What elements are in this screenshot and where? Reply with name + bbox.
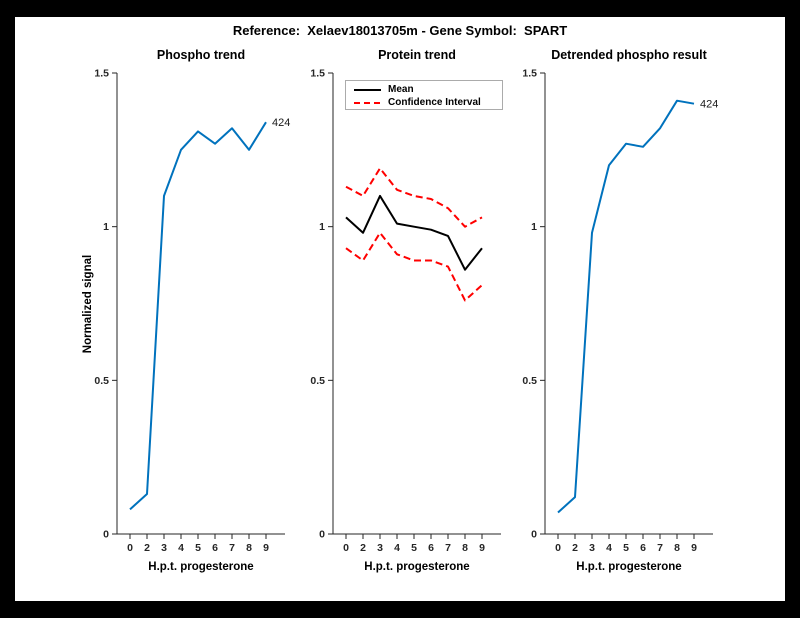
x-tick-label: 3 xyxy=(161,542,167,554)
x-tick-label: 3 xyxy=(377,542,383,554)
x-tick-label: 5 xyxy=(411,542,417,554)
y-tick-label: 1 xyxy=(103,221,109,233)
x-axis-label-phospho: H.p.t. progesterone xyxy=(148,561,254,573)
y-tick-label: 0 xyxy=(531,529,537,541)
subplot-protein-title: Protein trend xyxy=(378,48,456,62)
y-tick-label: 0 xyxy=(319,529,325,541)
x-tick-label: 2 xyxy=(144,542,150,554)
x-tick-label: 5 xyxy=(195,542,201,554)
x-tick-label: 7 xyxy=(229,542,235,554)
legend-ci-line-sample xyxy=(354,101,381,104)
x-tick-label: 6 xyxy=(428,542,434,554)
protein-trend-plot: 00.511.50 2 3 4 5 6 7 8 9 xyxy=(310,68,501,554)
series-end-label: 424 xyxy=(700,99,718,111)
x-tick-label: 4 xyxy=(394,542,400,554)
x-tick-label: 0 xyxy=(127,542,133,554)
legend-mean-label: Mean xyxy=(388,84,414,95)
legend-entry-confidence-interval: Confidence Interval xyxy=(354,96,481,109)
phospho-signal-line xyxy=(129,121,267,511)
x-tick-label: 2 xyxy=(360,542,366,554)
x-axis-label-detrended: H.p.t. progesterone xyxy=(576,561,682,573)
y-tick-label: 0.5 xyxy=(94,375,109,387)
x-tick-label: 7 xyxy=(445,542,451,554)
Mean-line xyxy=(345,194,483,271)
x-tick-label: 4 xyxy=(606,542,612,554)
y-tick-label: 1 xyxy=(531,221,537,233)
legend-entry-mean: Mean xyxy=(354,83,414,96)
x-tick-label: 5 xyxy=(623,542,629,554)
figure-canvas: Reference: Xelaev18013705m - Gene Symbol… xyxy=(15,17,785,601)
subplot-phospho-title: Phospho trend xyxy=(156,48,246,62)
x-tick-label: 0 xyxy=(343,542,349,554)
subplot-detrended-title: Detrended phospho result xyxy=(551,48,707,62)
y-tick-label: 1.5 xyxy=(522,68,537,80)
x-tick-label: 9 xyxy=(691,542,697,554)
series-end-label: 424 xyxy=(272,117,290,129)
x-tick-label: 2 xyxy=(572,542,578,554)
y-tick-label: 0 xyxy=(103,529,109,541)
y-tick-label: 1 xyxy=(319,221,325,233)
y-tick-label: 0.5 xyxy=(522,375,537,387)
y-tick-label: 1.5 xyxy=(310,68,325,80)
x-axis-label-protein: H.p.t. progesterone xyxy=(364,561,470,573)
x-tick-label: 6 xyxy=(640,542,646,554)
x-tick-label: 0 xyxy=(555,542,561,554)
Confidence Interval upper-line xyxy=(345,167,483,228)
x-tick-label: 9 xyxy=(479,542,485,554)
y-tick-label: 1.5 xyxy=(94,68,109,80)
detrended-phospho-signal-line xyxy=(557,99,695,514)
y-axis-label: Normalized signal xyxy=(82,254,94,354)
y-tick-label: 0.5 xyxy=(310,375,325,387)
x-tick-label: 8 xyxy=(674,542,680,554)
x-tick-label: 3 xyxy=(589,542,595,554)
legend-box: Mean Confidence Interval xyxy=(345,80,503,110)
figure-title: Reference: Xelaev18013705m - Gene Symbol… xyxy=(232,23,568,38)
legend-ci-label: Confidence Interval xyxy=(388,97,481,108)
x-tick-label: 9 xyxy=(263,542,269,554)
legend-mean-line-sample xyxy=(354,88,381,91)
x-tick-label: 8 xyxy=(462,542,468,554)
x-tick-label: 7 xyxy=(657,542,663,554)
x-tick-label: 8 xyxy=(246,542,252,554)
x-tick-label: 4 xyxy=(178,542,184,554)
Confidence Interval lower-line xyxy=(345,231,483,302)
x-tick-label: 6 xyxy=(212,542,218,554)
